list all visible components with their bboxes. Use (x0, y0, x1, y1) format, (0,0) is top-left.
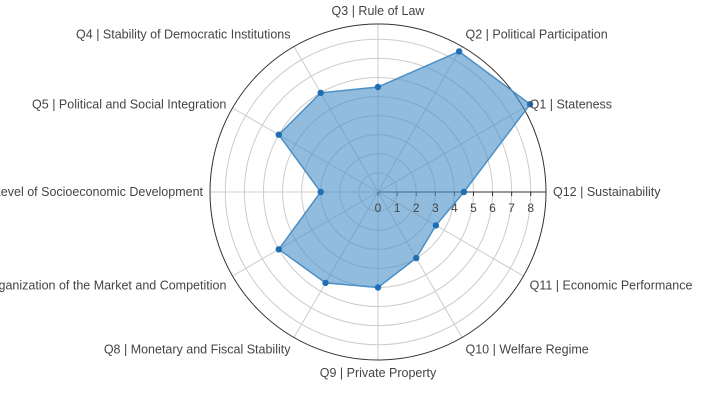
category-label: Q11 | Economic Performance (530, 279, 693, 293)
data-point[interactable] (275, 246, 282, 253)
data-point[interactable] (317, 188, 324, 196)
data-point[interactable] (374, 83, 382, 91)
series-area (277, 50, 532, 289)
data-point[interactable] (460, 188, 468, 196)
category-label: Q6 | Level of Socioeconomic Development (0, 185, 204, 199)
radial-tick-label: 4 (451, 201, 458, 215)
category-label: Q4 | Stability of Democratic Institution… (76, 27, 290, 41)
radar-series (275, 48, 534, 291)
data-point[interactable] (275, 131, 282, 138)
radial-tick-label: 8 (527, 201, 534, 215)
category-label: Q9 | Private Property (320, 366, 437, 380)
radial-tick-label: 6 (489, 201, 496, 215)
category-label: Q2 | Political Participation (466, 27, 608, 41)
category-label: Q12 | Sustainability (553, 185, 661, 199)
radial-tick-label: 2 (413, 201, 420, 215)
category-label: Q10 | Welfare Regime (466, 343, 589, 357)
data-point[interactable] (455, 48, 463, 55)
data-point[interactable] (322, 279, 329, 287)
data-point[interactable] (374, 284, 382, 291)
radial-tick-label: 0 (375, 201, 382, 215)
radial-tick-label: 5 (470, 201, 477, 215)
category-label: Q3 | Rule of Law (332, 4, 426, 18)
category-label: Q7 | Organization of the Market and Comp… (0, 279, 226, 293)
category-label: Q5 | Political and Social Integration (32, 98, 226, 112)
radial-tick-label: 3 (432, 201, 439, 215)
data-point[interactable] (432, 222, 440, 229)
category-label: Q8 | Monetary and Fiscal Stability (104, 343, 291, 357)
data-point[interactable] (413, 254, 420, 262)
radial-tick-label: 7 (508, 201, 515, 215)
data-point[interactable] (317, 89, 324, 97)
radial-tick-label: 1 (394, 201, 401, 215)
category-label: Q1 | Stateness (530, 98, 612, 112)
category-labels: Q1 | Stateness Q2 | Political Participati… (0, 4, 692, 380)
data-point[interactable] (526, 101, 534, 108)
